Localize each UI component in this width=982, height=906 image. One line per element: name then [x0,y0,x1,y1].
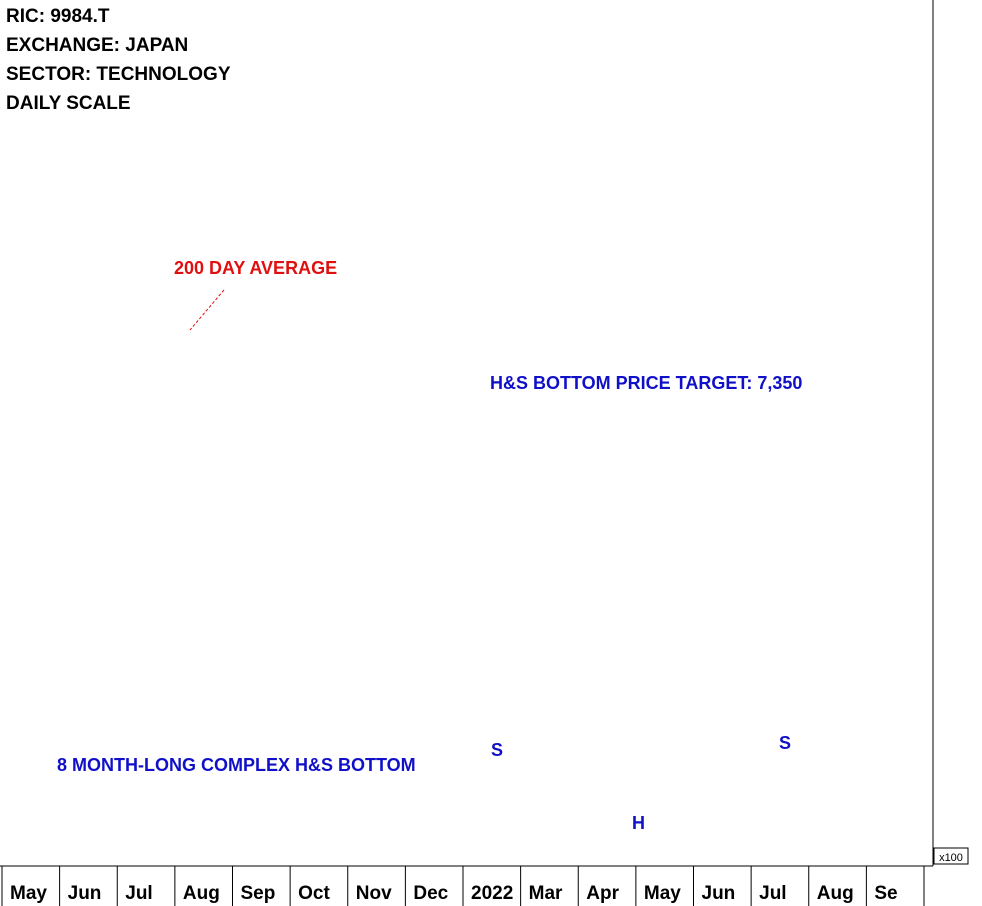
x-tick-label: 2022 [471,883,513,904]
right-shoulder-label: S [779,733,792,753]
x-tick-label: Nov [356,883,392,904]
sector-label: SECTOR: TECHNOLOGY [6,64,231,85]
x-tick-label: May [644,883,681,904]
pattern-annotation: 8 MONTH-LONG COMPLEX H&S BOTTOM [57,755,416,775]
head-label: H [632,813,645,833]
x-axis: May Jun Jul Aug Sep Oct Nov Dec 2022 Mar Apr May Jun… [0,865,933,906]
x-tick-label: Se [874,883,897,904]
x-tick-label: Sep [241,883,276,904]
exchange-label: EXCHANGE: JAPAN [6,35,189,56]
x-tick-label: Aug [183,883,220,904]
x-tick-label: Aug [817,883,854,904]
ric-label: RIC: 9984.T [6,6,110,27]
target-annotation: H&S BOTTOM PRICE TARGET: 7,350 [490,373,803,393]
scale-label: DAILY SCALE [6,93,131,114]
x-tick-label: Mar [529,883,563,904]
x-tick-label: Oct [298,883,330,904]
left-shoulder-label: S [491,740,504,760]
ma-label-leader [189,289,225,331]
x-tick-label: Jul [125,883,152,904]
x-tick-label: Jun [702,883,736,904]
ma-annotation: 200 DAY AVERAGE [174,258,338,278]
x-tick-label: Dec [413,883,448,904]
callouts: 5,8005610 [189,289,225,331]
x-tick-label: Apr [586,883,619,904]
y-axis: 404550556065707580859095100105110115120x… [932,0,969,866]
x-tick-label: Jul [759,883,786,904]
axis-multiplier-label: x100 [939,852,963,864]
x-tick-label: May [10,883,47,904]
x-tick-label: Jun [68,883,102,904]
multiplier-box [933,847,969,865]
